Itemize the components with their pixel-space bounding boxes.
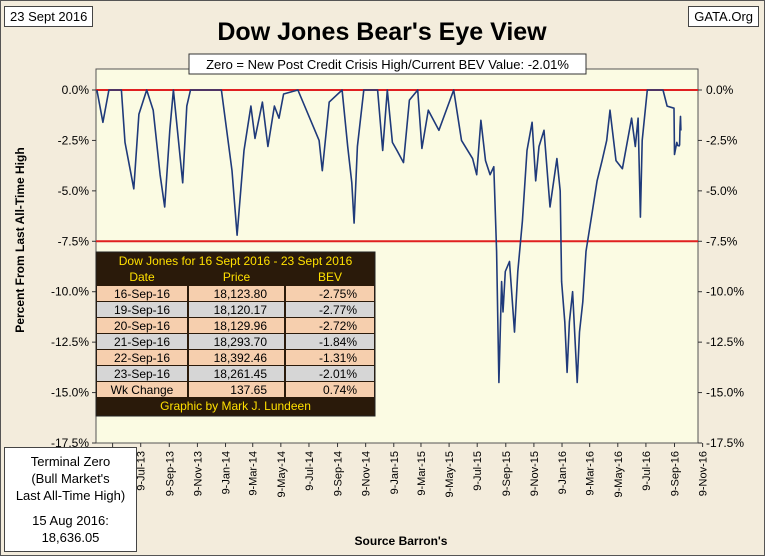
y-tick-label-left: -5.0% <box>58 184 90 198</box>
y-tick-label-left: 0.0% <box>62 83 90 97</box>
table-cell: 18,123.80 <box>214 287 268 301</box>
table-cell-bg <box>286 382 374 397</box>
y-tick-label-left: -2.5% <box>58 133 90 147</box>
y-tick-label-left: -12.5% <box>51 335 89 349</box>
table-cell-bg <box>97 350 187 365</box>
x-tick-label: 9-Mar-14 <box>248 451 260 496</box>
date-tag: 23 Sept 2016 <box>4 6 94 27</box>
table-cell: 18,261.45 <box>214 367 268 381</box>
y-tick-label-right: 0.0% <box>706 83 734 97</box>
terminal-zero-line1: Terminal Zero <box>30 454 111 469</box>
table-cell: -2.77% <box>319 303 357 317</box>
terminal-zero-box: Terminal Zero (Bull Market's Last All-Ti… <box>4 447 137 552</box>
table-cell-bg <box>286 366 374 381</box>
table-cell: -2.01% <box>319 367 357 381</box>
table-cell-bg <box>189 350 284 365</box>
table-header-date: Date <box>129 270 155 284</box>
table-cell-bg <box>189 334 284 349</box>
subtitle-box <box>188 53 587 75</box>
table-cell: 16-Sep-16 <box>114 287 170 301</box>
table-cell: 18,120.17 <box>214 303 268 317</box>
x-tick-label: 9-Nov-16 <box>698 451 710 496</box>
x-tick-label: 9-Sep-16 <box>669 451 681 496</box>
bev-series-line <box>96 89 682 384</box>
y-tick-label-right: -5.0% <box>706 184 738 198</box>
table-cell-bg <box>286 318 374 333</box>
table-cell-bg <box>97 334 187 349</box>
table-cell-bg <box>189 382 284 397</box>
terminal-zero-line3: Last All-Time High) <box>15 488 126 503</box>
x-tick-label: 9-Jan-16 <box>557 451 569 494</box>
x-tick-label: 9-May-16 <box>613 451 625 497</box>
y-tick-label-right: -17.5% <box>706 436 744 450</box>
table-cell-bg <box>189 318 284 333</box>
table-cell: 137.65 <box>230 383 267 397</box>
x-tick-label: 9-Jul-15 <box>472 451 484 491</box>
terminal-zero-line2: (Bull Market's <box>31 471 110 486</box>
x-tick-label: 9-Nov-13 <box>192 451 204 496</box>
y-tick-label-right: -7.5% <box>706 234 738 248</box>
table-cell-bg <box>97 286 187 301</box>
x-tick-label: 9-Sep-15 <box>501 451 513 496</box>
table-cell: 18,129.96 <box>214 319 268 333</box>
table-cell-bg <box>97 302 187 317</box>
table-cell: -1.84% <box>319 335 357 349</box>
table-cell-bg <box>286 286 374 301</box>
y-tick-label-left: -17.5% <box>51 436 89 450</box>
table-cell-bg <box>286 334 374 349</box>
chart-title: Dow Jones Bear's Eye View <box>217 18 547 46</box>
y-tick-label-left: -15.0% <box>51 386 89 400</box>
table-cell: -2.72% <box>319 319 357 333</box>
x-tick-label: 9-Jul-16 <box>641 451 653 491</box>
terminal-zero-line4: 15 Aug 2016: <box>32 513 109 528</box>
x-tick-label: 9-Mar-16 <box>585 451 597 496</box>
table-cell: 18,392.46 <box>214 351 268 365</box>
table-cell: 18,293.70 <box>214 335 268 349</box>
table-cell-bg <box>189 286 284 301</box>
x-tick-label: 9-Mar-15 <box>416 451 428 496</box>
table-title: Dow Jones for 16 Sept 2016 - 23 Sept 201… <box>119 254 353 268</box>
table-header-bev: BEV <box>318 270 342 284</box>
source-tag: GATA.Org <box>688 6 759 27</box>
y-tick-label-right: -2.5% <box>706 133 738 147</box>
x-tick-label: 9-Nov-14 <box>361 451 373 496</box>
y-tick-label-right: -15.0% <box>706 386 744 400</box>
y-tick-label-right: -12.5% <box>706 335 744 349</box>
terminal-zero-line5: 18,636.05 <box>41 530 100 545</box>
table-cell-bg <box>286 302 374 317</box>
table-cell-bg <box>189 366 284 381</box>
table-cell-bg <box>189 302 284 317</box>
x-tick-label: 9-Jul-14 <box>304 451 316 491</box>
x-tick-label: 9-May-15 <box>444 451 456 497</box>
table-cell-bg <box>97 382 187 397</box>
table-cell: 22-Sep-16 <box>114 351 170 365</box>
table-cell-bg <box>286 350 374 365</box>
y-tick-label-left: -10.0% <box>51 285 89 299</box>
table-cell: -1.31% <box>319 351 357 365</box>
table-cell-bg <box>97 366 187 381</box>
table-cell: Wk Change <box>111 383 174 397</box>
x-tick-label: 9-Jan-15 <box>389 451 401 494</box>
y-tick-label-right: -10.0% <box>706 285 744 299</box>
table-cell: 19-Sep-16 <box>114 303 170 317</box>
table-cell: -2.75% <box>319 287 357 301</box>
x-tick-label: 9-Nov-15 <box>529 451 541 496</box>
x-tick-label: 9-May-14 <box>276 451 288 497</box>
chart-subtitle: Zero = New Post Credit Crisis High/Curre… <box>206 57 569 72</box>
x-tick-label: 9-Sep-13 <box>164 451 176 496</box>
table-cell: 0.74% <box>323 383 357 397</box>
table-cell: 21-Sep-16 <box>114 335 170 349</box>
x-tick-label: 9-Jul-13 <box>136 451 148 491</box>
x-tick-label: 9-Sep-14 <box>333 451 345 496</box>
table-cell: 20-Sep-16 <box>114 319 170 333</box>
table-footer: Graphic by Mark J. Lundeen <box>160 399 311 413</box>
table-header-price: Price <box>223 270 251 284</box>
y-tick-label-left: -7.5% <box>58 234 90 248</box>
table-cell-bg <box>97 318 187 333</box>
x-tick-label: 9-Jan-14 <box>221 451 233 494</box>
table-cell: 23-Sep-16 <box>114 367 170 381</box>
y-axis-label: Percent From Last All-Time High <box>13 147 27 332</box>
x-axis-label: Source Barron's <box>355 534 448 548</box>
